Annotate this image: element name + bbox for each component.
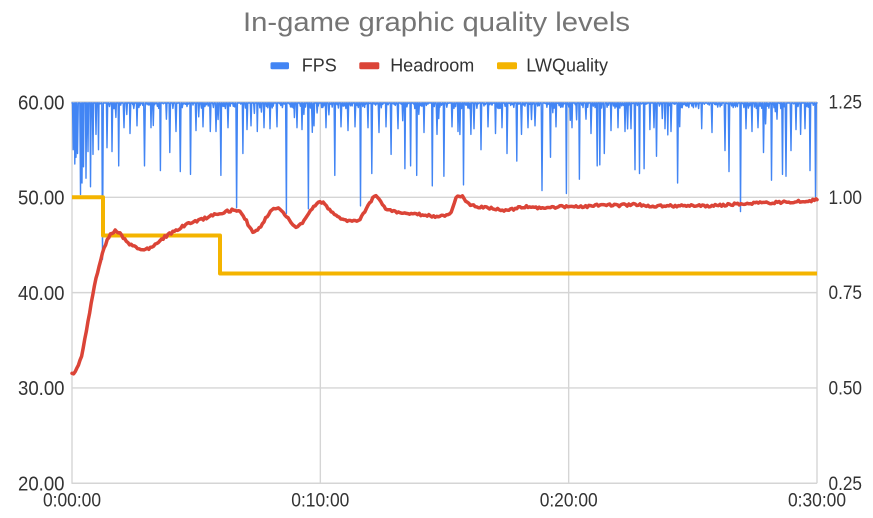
- svg-text:0:10:00: 0:10:00: [291, 491, 349, 512]
- svg-text:60.00: 60.00: [18, 92, 65, 114]
- svg-text:0:30:00: 0:30:00: [788, 491, 846, 512]
- svg-text:1.00: 1.00: [829, 188, 863, 209]
- svg-text:LWQuality: LWQuality: [526, 56, 608, 76]
- svg-text:1.25: 1.25: [829, 93, 863, 114]
- svg-text:0:00:00: 0:00:00: [43, 491, 101, 512]
- svg-text:FPS: FPS: [302, 56, 337, 76]
- svg-text:Headroom: Headroom: [390, 56, 474, 76]
- svg-text:40.00: 40.00: [18, 283, 65, 305]
- svg-text:0.75: 0.75: [829, 283, 863, 304]
- svg-text:0.50: 0.50: [829, 379, 863, 400]
- svg-text:30.00: 30.00: [18, 378, 65, 400]
- svg-text:20.00: 20.00: [18, 474, 65, 496]
- svg-text:In-game graphic quality levels: In-game graphic quality levels: [243, 7, 630, 37]
- svg-text:0.25: 0.25: [829, 474, 863, 495]
- svg-text:50.00: 50.00: [18, 188, 65, 210]
- svg-text:0:20:00: 0:20:00: [540, 491, 598, 512]
